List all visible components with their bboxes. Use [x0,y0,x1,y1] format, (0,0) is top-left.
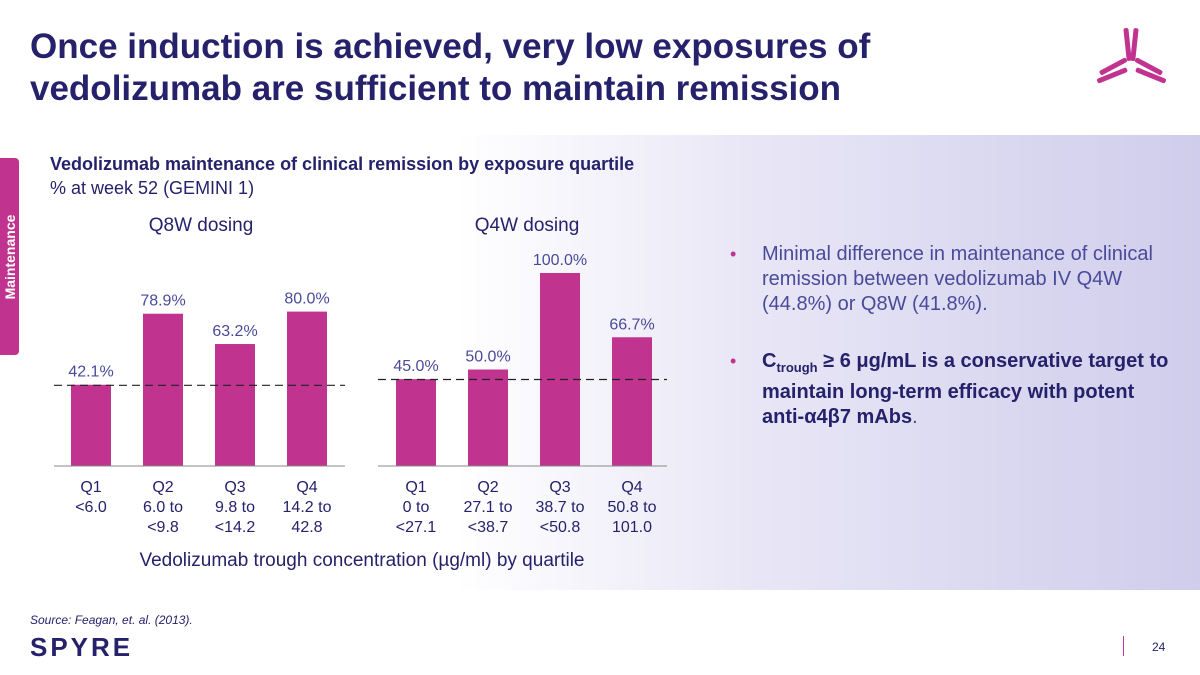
source-note: Source: Feagan, et. al. (2013). [30,613,193,627]
key-points: • Minimal difference in maintenance of c… [730,242,1170,430]
bullet-item: • Ctrough ≥ 6 μg/mL is a conservative ta… [730,350,1169,428]
tick-label: 50.8 to [608,499,657,516]
tick-label: 42.8 [291,519,322,536]
content-panel [0,135,1200,590]
bullet-dot-icon: • [730,244,737,264]
tick-label: <38.7 [468,519,509,536]
data-label: 66.7% [609,316,654,333]
bar [287,311,327,466]
tick-label: <27.1 [396,519,437,536]
panel-heading: Q4W dosing [475,215,580,236]
tick-label: Q3 [549,479,570,496]
section-tab: Maintenance [0,158,19,355]
data-label: 80.0% [284,291,329,308]
page-divider [1123,636,1124,656]
tick-label: <9.8 [147,519,179,536]
tick-label: Q4 [296,479,317,496]
data-label: 100.0% [533,252,587,269]
page-number: 24 [1152,640,1166,654]
x-axis-title: Vedolizumab trough concentration (µg/ml)… [139,550,584,571]
bar [215,344,255,466]
tick-label: 101.0 [612,519,652,536]
tick-label: Q2 [152,479,173,496]
bar [71,384,111,466]
bar [540,273,580,466]
bullet-item: • Minimal difference in maintenance of c… [730,242,1170,317]
bar [396,379,436,466]
bullet-dot-icon: • [730,351,737,371]
tick-label: 38.7 to [536,499,585,516]
brand-logo: SPYRE [30,632,134,662]
tick-label: 9.8 to [215,499,255,516]
bullet-text-bold: Ctrough ≥ 6 μg/mL is a conservative targ… [762,350,1169,428]
bar [612,337,652,466]
tick-label: Q1 [80,479,101,496]
data-label: 42.1% [68,364,113,381]
tick-label: <14.2 [215,519,256,536]
bar [468,369,508,466]
tick-label: Q4 [621,479,642,496]
bar-chart: Q8W dosing 42.1% Q1 <6.0 78.9% Q2 6.0 to <9.8 63… [54,215,667,571]
data-label: 50.0% [465,349,510,366]
tick-label: Q3 [224,479,245,496]
tick-label: 14.2 to [283,499,332,516]
bullet-text: Minimal difference in maintenance of cli… [762,243,1153,315]
data-label: 63.2% [212,323,257,340]
bar [143,313,183,466]
slide-title: Once induction is achieved, very low exp… [30,27,871,108]
data-label: 45.0% [393,358,438,375]
chart-subtitle: % at week 52 (GEMINI 1) [50,178,255,198]
panel-heading: Q8W dosing [149,215,254,236]
tick-label: Q1 [405,479,426,496]
tick-label: 0 to [403,499,430,516]
company-logo-icon [1097,27,1166,84]
tick-label: <50.8 [540,519,581,536]
chart-title: Vedolizumab maintenance of clinical remi… [50,154,635,174]
tick-label: 27.1 to [464,499,513,516]
tick-label: 6.0 to [143,499,183,516]
tick-label: Q2 [477,479,498,496]
data-label: 78.9% [140,293,185,310]
tick-label: <6.0 [75,499,107,516]
